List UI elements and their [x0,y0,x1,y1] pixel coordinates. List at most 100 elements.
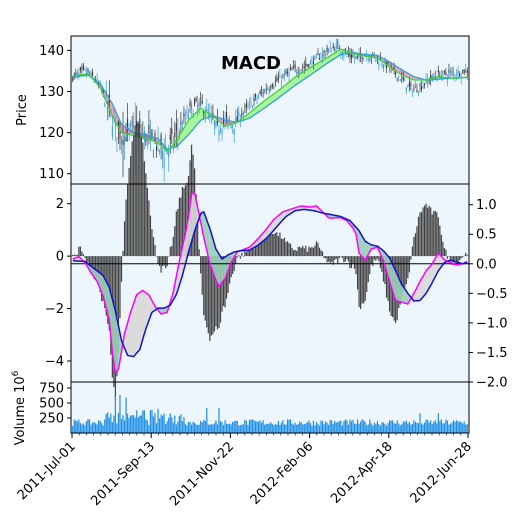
histogram-bar [259,237,261,257]
histogram-bar [133,135,135,257]
histogram-bar [443,248,446,257]
volume-bar [350,421,353,433]
volume-bar [454,421,456,433]
candle-body [357,55,359,57]
volume-bar [277,420,279,433]
volume-bar [198,424,200,433]
volume-bar [184,423,187,433]
histogram-bar [96,256,98,282]
candle-body [332,45,334,49]
histogram-bar [81,251,83,257]
volume-bar [463,421,465,433]
candle-body [337,42,339,44]
candle-body [96,79,98,80]
histogram-bar [341,256,343,258]
histogram-bar [465,252,467,257]
histogram-bar [180,197,182,257]
histogram-bar [177,208,179,257]
volume-bar [356,419,359,433]
candle-body [323,50,325,53]
volume-bar [235,420,237,433]
volume-bar [448,424,450,433]
volume-bar [358,423,360,433]
histogram-bar [459,256,461,261]
volume-bar [225,423,228,433]
volume-bar [422,424,424,433]
candle-body [160,134,162,145]
volume-bar [186,425,188,433]
candle-body [390,66,392,68]
histogram-bar [274,233,276,257]
histogram-bar [123,221,126,257]
volume-bar [315,421,318,433]
candle-body [122,139,124,145]
candle-body [448,69,450,73]
volume-bar [390,420,392,433]
candle-body [445,72,447,75]
histogram-bar [292,250,295,257]
candle-body [218,130,220,137]
volume-bar [75,420,77,433]
volume-bar [98,420,100,433]
volume-bar [399,425,401,433]
candle-body [265,89,267,91]
histogram-bar [168,256,170,257]
volume-bar [291,423,293,433]
volume-bar [195,424,197,433]
volume-bar [171,417,173,433]
histogram-bar [94,256,97,279]
histogram-bar [271,233,273,257]
macd-signal-fill [200,211,241,287]
histogram-bar [75,254,77,257]
volume-bar [337,422,339,433]
volume-bar [462,423,464,433]
volume-bar [402,421,404,433]
candle-body [216,118,218,124]
candle-body [166,150,168,155]
histogram-bar [283,237,286,257]
histogram-bar [88,256,91,267]
histogram-bar [460,256,462,259]
candle-body [88,73,91,75]
histogram-bar [154,245,156,257]
volume-bar [79,423,81,433]
histogram-bar [320,250,322,257]
histogram-bar [128,167,130,257]
candle-body [130,123,132,126]
candle-body [148,124,150,134]
candle-body [206,108,208,112]
histogram-bar [314,245,316,257]
volume-bar [169,413,171,433]
volume-bar [149,410,152,433]
candle-body [276,78,278,82]
histogram-bar [352,256,354,264]
candle-body [335,44,337,49]
candle-body [350,54,353,59]
volume-bar [122,415,124,433]
volume-bar [102,425,104,433]
candle-body [256,98,258,100]
histogram-bar [312,247,315,257]
histogram-bar [297,246,299,257]
volume-bar [224,420,226,433]
histogram-bar [82,254,85,257]
volume-bar [134,417,136,433]
volume-bar [388,420,391,433]
volume-bar [265,423,267,433]
candle-body [235,118,237,124]
histogram-bar [265,235,267,257]
candle-body [131,121,133,123]
histogram-bar [303,248,305,257]
candle-body [270,87,272,89]
volume-bar [140,415,142,433]
histogram-bar [209,256,211,342]
histogram-bar [158,256,161,267]
histogram-bar [360,256,362,310]
volume-bar [114,396,117,433]
volume-tick-label: 750 [39,382,64,397]
volume-bar [250,419,252,433]
volume-bar [155,423,158,433]
volume-bar [236,420,238,433]
candle-body [232,125,234,128]
volume-bar [204,420,206,433]
